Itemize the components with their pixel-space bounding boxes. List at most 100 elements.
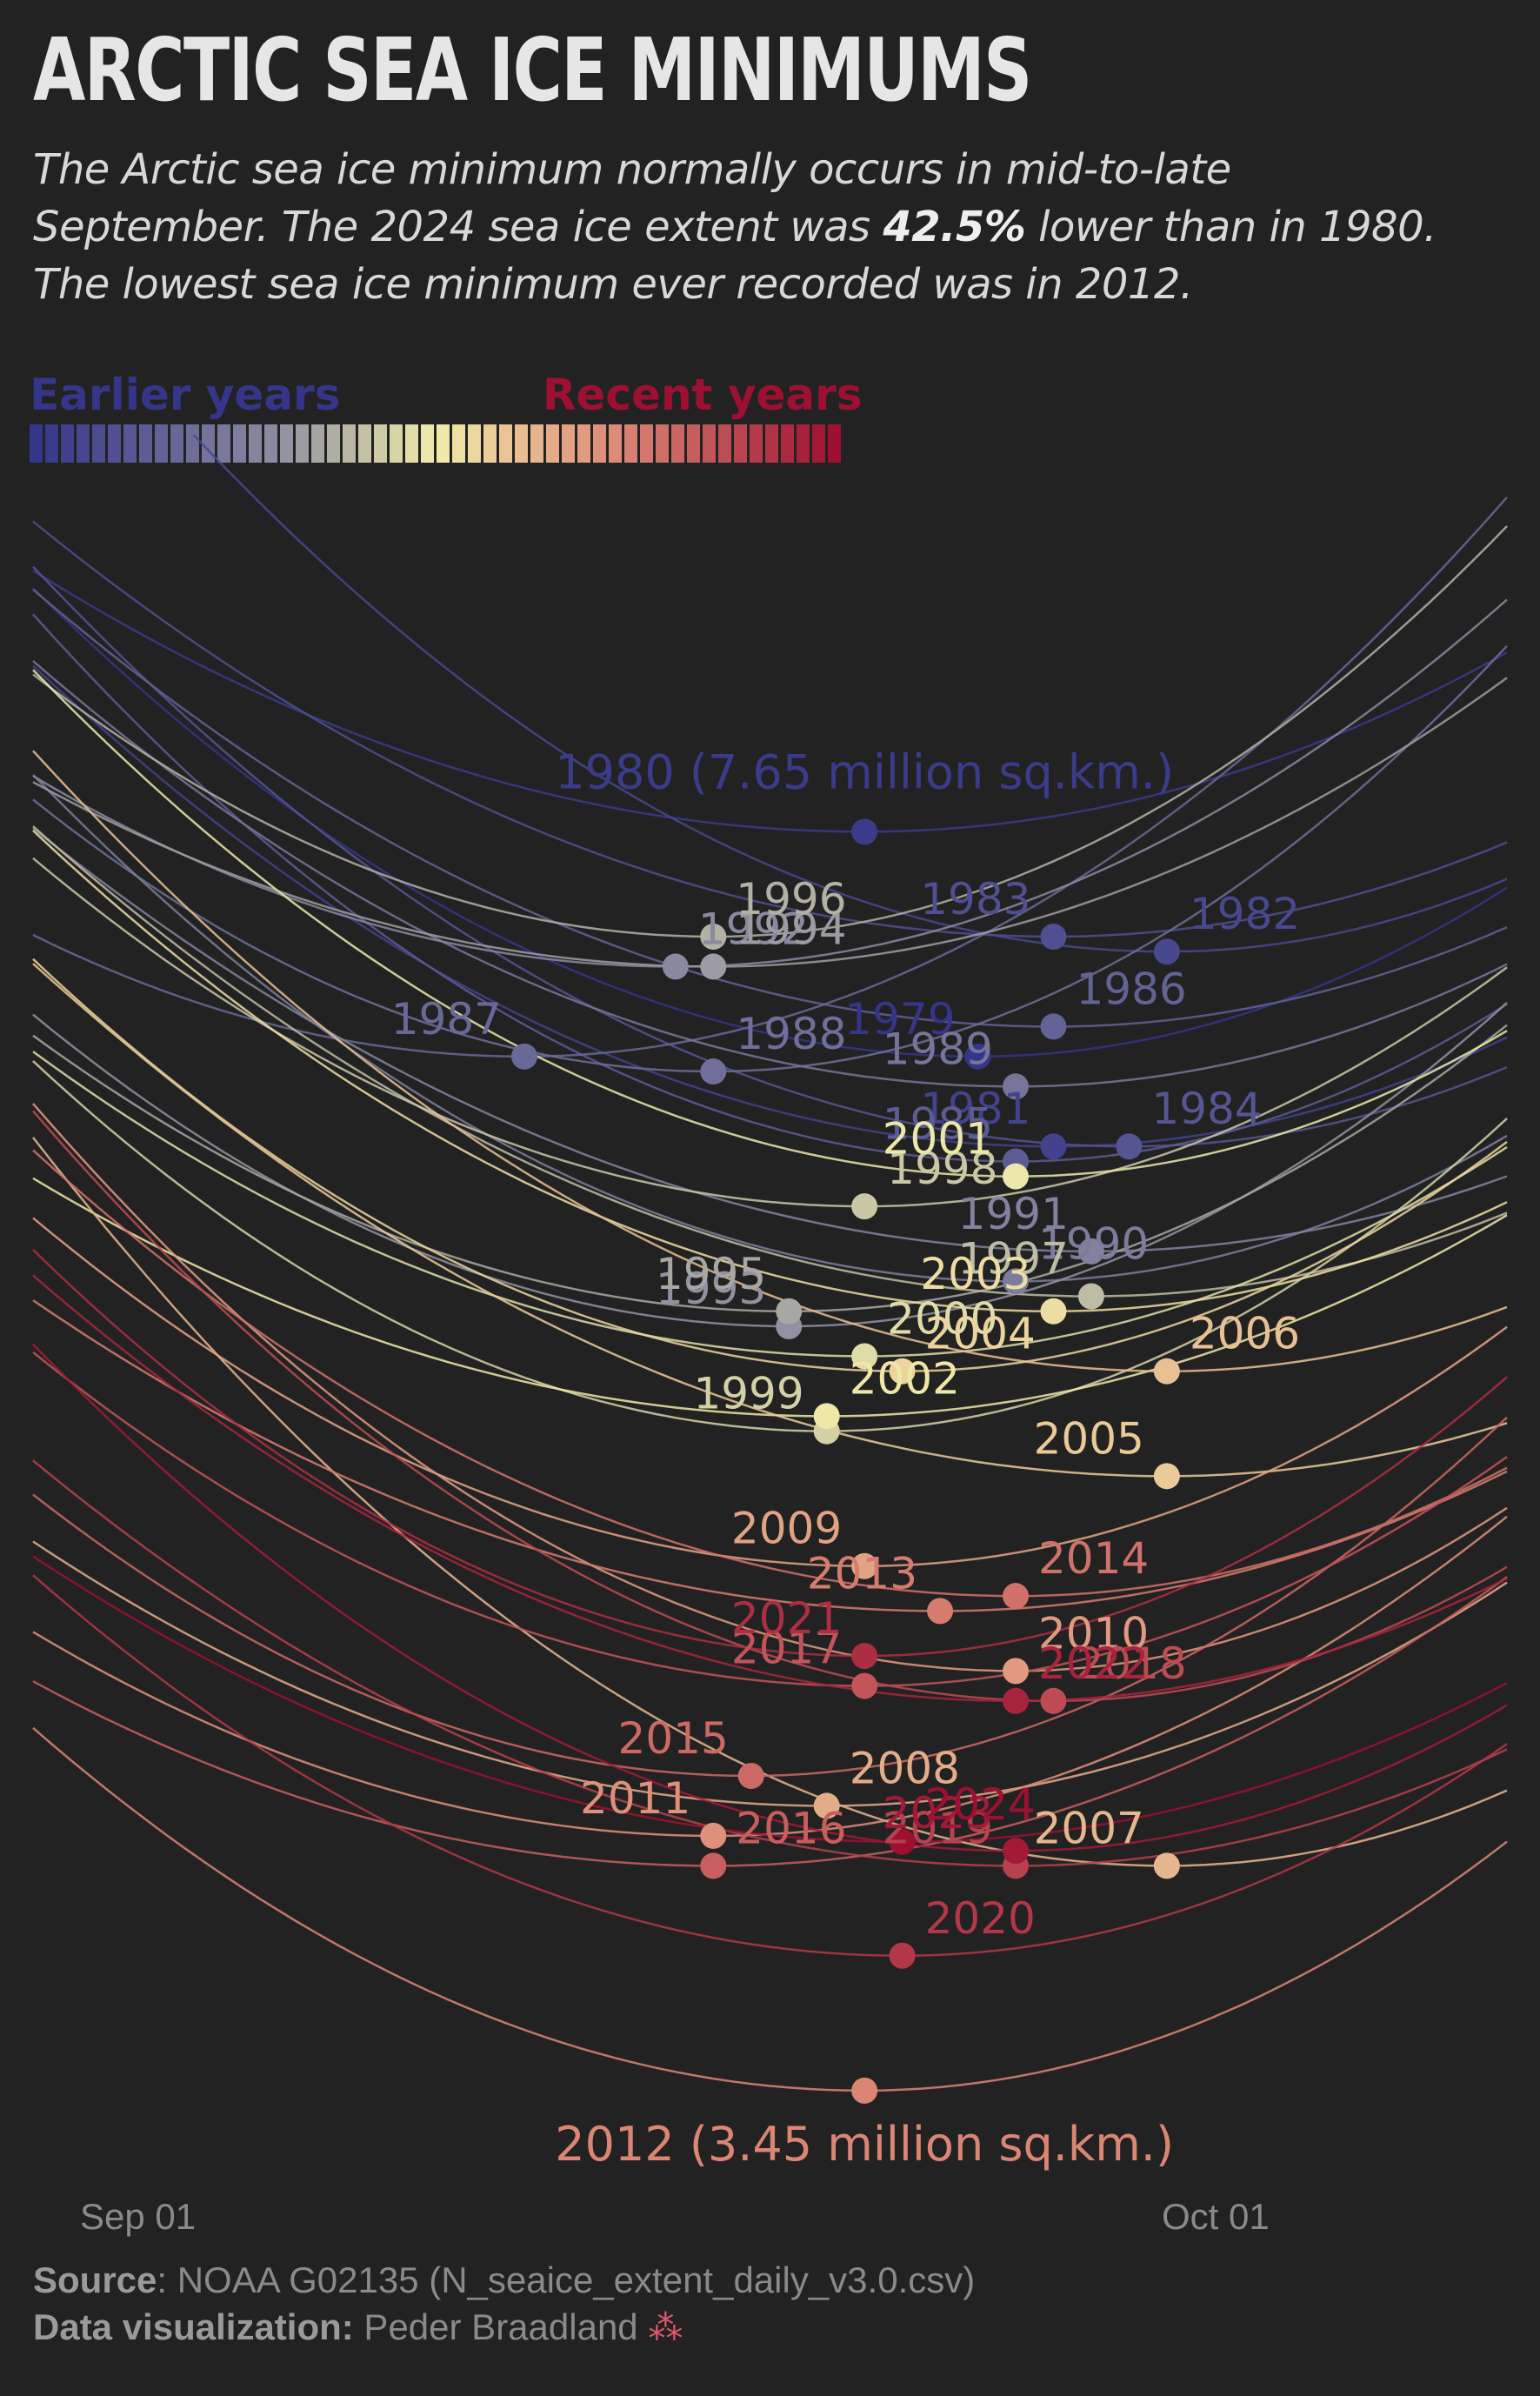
year-label-1985: 1985 [883, 1098, 993, 1149]
year-label-2012: 2012 (3.45 million sq.km.) [555, 2117, 1174, 2172]
legend-swatch [671, 424, 684, 463]
minimum-point-1990 [1003, 1268, 1029, 1295]
year-label-2016: 2016 [736, 1803, 846, 1853]
year-label-2019: 2019 [883, 1803, 993, 1853]
minimum-point-2014 [1003, 1583, 1029, 1610]
minimum-point-1981 [1040, 1133, 1067, 1160]
series-line-2008 [32, 1540, 1508, 1807]
year-label-1986: 1986 [1076, 964, 1186, 1014]
year-label-1992: 1992 [698, 904, 809, 954]
year-label-1990: 1990 [1038, 1218, 1149, 1269]
series-line-2000 [32, 1051, 1508, 1358]
legend-swatch [781, 424, 794, 463]
legend-swatch [515, 424, 528, 463]
minimum-point-2000 [851, 1343, 878, 1370]
legend-swatch [327, 424, 340, 463]
series-line-2013 [32, 1299, 1508, 1612]
year-label-2011: 2011 [580, 1773, 690, 1824]
series-line-1990 [32, 774, 1508, 1283]
series-line-2024 [32, 1555, 1508, 1844]
year-label-1991: 1991 [958, 1189, 1069, 1239]
year-label-2009: 2009 [731, 1504, 842, 1554]
legend-swatch [609, 424, 622, 463]
series-line-2010 [32, 1103, 1508, 1672]
legend-swatch [186, 424, 199, 463]
minimum-point-2018 [1040, 1687, 1067, 1714]
x-tick-label-sep-01: Sep 01 [80, 2196, 197, 2237]
series-line-2014 [32, 1149, 1508, 1598]
legend-swatch [703, 424, 716, 463]
legend-swatch [311, 424, 324, 463]
minimum-point-2010 [1003, 1658, 1029, 1685]
series-line-1997 [32, 825, 1508, 1298]
year-label-2006: 2006 [1190, 1309, 1300, 1359]
legend-swatch [562, 424, 575, 463]
legend-swatch [656, 424, 669, 463]
legend-swatch [624, 424, 637, 463]
legend-swatch [343, 424, 356, 463]
year-label-2005: 2005 [1034, 1413, 1144, 1464]
legend-swatch [390, 424, 403, 463]
series-line-1995 [32, 1024, 1508, 1313]
legend-swatch [249, 424, 262, 463]
source-credit: Source: NOAA G02135 (N_seaice_extent_dai… [33, 2259, 975, 2301]
year-label-2015: 2015 [618, 1713, 729, 1764]
series-line-2016 [32, 1576, 1508, 1867]
series-line-2004 [32, 958, 1508, 1372]
series-line-1984 [32, 565, 1508, 1148]
legend-swatch [405, 424, 418, 463]
series-line-1986 [32, 588, 1508, 1028]
year-label-2014: 2014 [1038, 1533, 1149, 1584]
series-line-2020 [32, 1574, 1508, 1958]
minimum-point-2012 [851, 2077, 878, 2104]
legend-swatch [92, 424, 105, 463]
minimum-point-2020 [889, 1942, 916, 1969]
subtitle-line-3: The lowest sea ice minimum ever recorded… [33, 260, 1193, 309]
legend-swatch [577, 424, 590, 463]
legend-swatch [765, 424, 778, 463]
legend-swatch [264, 424, 277, 463]
year-label-2018: 2018 [1076, 1638, 1186, 1689]
minimum-point-2011 [700, 1822, 727, 1849]
minimum-point-2006 [1153, 1358, 1180, 1385]
chart-subtitle: The Arctic sea ice minimum normally occu… [33, 141, 1529, 313]
source-text: : NOAA G02135 (N_seaice_extent_daily_v3.… [157, 2259, 976, 2300]
year-label-2001: 2001 [883, 1114, 993, 1165]
year-label-2021: 2021 [731, 1593, 842, 1644]
legend-swatch [155, 424, 168, 463]
minimum-point-1991 [1077, 1238, 1104, 1265]
minimum-point-1987 [511, 1043, 537, 1070]
minimum-point-1996 [700, 923, 727, 950]
series-line-2002 [32, 1177, 1508, 1418]
minimum-point-2003 [1040, 1298, 1067, 1325]
series-line-2009 [32, 1217, 1508, 1567]
year-label-2020: 2020 [925, 1893, 1036, 1944]
viz-author: Peder Braadland [353, 2306, 638, 2347]
minimum-point-2001 [1003, 1163, 1029, 1190]
minimum-point-1998 [851, 1193, 878, 1220]
year-label-1996: 1996 [736, 874, 846, 924]
legend-swatch [734, 424, 747, 463]
year-label-2010: 2010 [1038, 1608, 1149, 1659]
legend-swatch [546, 424, 559, 463]
legend-swatch [123, 424, 137, 463]
minimum-point-2022 [1003, 1687, 1029, 1714]
legend-swatch [358, 424, 371, 463]
year-label-1994: 1994 [736, 904, 846, 954]
minimum-point-1997 [1077, 1283, 1104, 1310]
year-label-1993: 1993 [656, 1264, 766, 1314]
minimum-point-1988 [700, 1058, 727, 1085]
legend-swatch [499, 424, 512, 463]
legend-swatch [280, 424, 293, 463]
series-line-1982 [191, 435, 1508, 953]
legend-swatch [812, 424, 825, 463]
legend-swatch [217, 424, 230, 463]
legend-swatch [108, 424, 121, 463]
minimum-point-1986 [1040, 1013, 1067, 1040]
legend-recent-years-label: Recent years [543, 370, 863, 420]
series-line-2018 [32, 1110, 1508, 1703]
legend-swatch [30, 424, 43, 463]
minimum-point-2009 [851, 1552, 878, 1579]
series-line-2006 [32, 750, 1508, 1372]
minimum-point-1979 [964, 1043, 991, 1070]
